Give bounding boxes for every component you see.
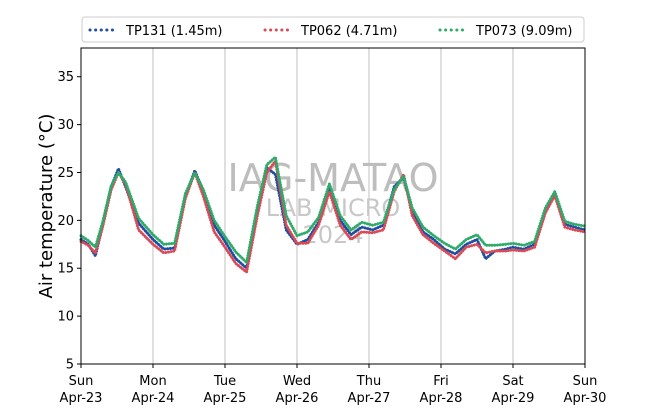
y-tick-label: 15 [57,262,74,277]
legend-label: TP073 (9.09m) [475,24,572,39]
x-tick-label-date: Apr-28 [420,391,463,406]
plot-frame [80,47,586,365]
x-tick-label-day: Tue [213,374,236,389]
legend: TP131 (1.45m) TP062 (4.71m) TP073 (9.09m) [81,16,585,43]
x-tick-label-day: Sun [69,374,94,389]
y-tick-label: 10 [57,310,74,325]
x-tick-label-day: Mon [139,374,166,389]
x-tick-label-date: Apr-26 [276,391,319,406]
y-axis-label: Air temperature (°C) [36,114,57,299]
x-tick-label-date: Apr-30 [564,391,607,406]
x-tick-label-day: Sat [502,374,523,389]
x-tick-label-day: Wed [283,374,311,389]
y-tick-label: 35 [57,70,74,85]
x-tick-label-day: Sun [573,374,598,389]
x-axis: Sun Apr-23 Mon Apr-24 Tue Apr-25 Wed Apr-26 Thu A… [60,364,607,406]
x-tick-label-day: Fri [433,374,449,389]
x-tick-label-date: Apr-27 [348,391,391,406]
y-axis: 5 10 15 20 25 30 35 [57,70,81,373]
x-tick-label-date: Apr-24 [132,391,175,406]
series-group [79,155,587,274]
series-line-3 [79,155,587,264]
series-line-2 [79,159,587,274]
y-tick-label: 25 [57,166,74,181]
legend-item: TP062 (4.71m) [263,24,397,39]
x-gridlines [152,48,514,364]
y-tick-label: 20 [57,214,74,229]
legend-label: TP131 (1.45m) [125,24,222,39]
y-tick-label: 30 [57,118,74,133]
legend-item: TP131 (1.45m) [88,24,222,39]
y-tick-label: 5 [66,358,74,373]
x-tick-label-day: Thu [356,374,381,389]
legend-frame [81,16,585,43]
legend-label: TP062 (4.71m) [300,24,397,39]
x-tick-label-date: Apr-29 [492,391,535,406]
legend-item: TP073 (9.09m) [438,24,572,39]
x-tick-label-date: Apr-23 [60,391,103,406]
x-tick-label-date: Apr-25 [204,391,247,406]
